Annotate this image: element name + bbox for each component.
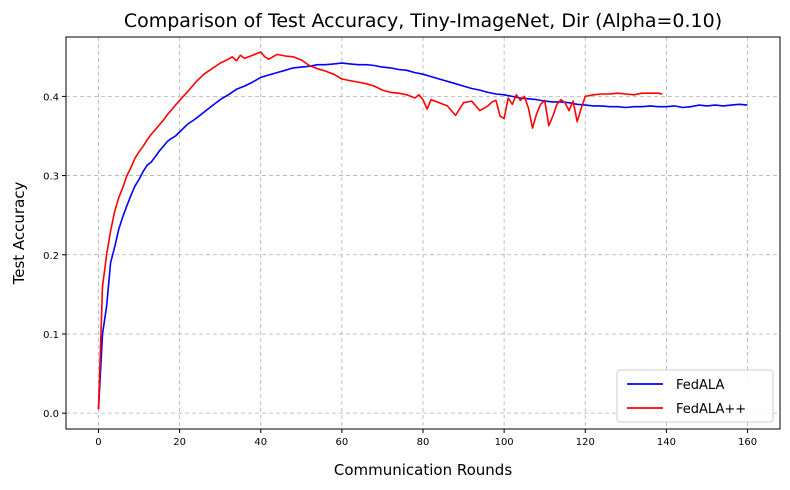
legend-label-fedala-plus-plus: FedALA++: [676, 402, 746, 417]
x-tick-label: 100: [495, 437, 514, 448]
y-axis: 0.0 0.1 0.2 0.3 0.4: [43, 92, 66, 420]
y-tick-label: 0.2: [43, 251, 59, 262]
x-tick-label: 160: [738, 437, 757, 448]
legend: FedALA FedALA++: [616, 369, 774, 423]
series-line-fedala: [97, 62, 748, 410]
y-tick-label: 0.4: [43, 92, 59, 103]
series-line-fedala-plus-plus: [97, 51, 663, 410]
chart-title: Comparison of Test Accuracy, Tiny-ImageN…: [124, 10, 722, 32]
x-tick-label: 80: [417, 437, 430, 448]
x-tick-label: 60: [335, 437, 348, 448]
x-tick-label: 20: [173, 437, 186, 448]
x-tick-label: 0: [95, 437, 101, 448]
legend-label-fedala: FedALA: [676, 378, 724, 393]
x-axis: 0 20 40 60 80 100 120 140 160: [95, 429, 757, 448]
x-tick-label: 120: [576, 437, 595, 448]
grid: [66, 37, 780, 429]
x-tick-label: 140: [657, 437, 676, 448]
x-axis-title: Communication Rounds: [334, 461, 512, 479]
y-tick-label: 0.0: [43, 409, 59, 420]
x-tick-label: 40: [254, 437, 267, 448]
y-tick-label: 0.3: [43, 172, 59, 183]
y-tick-label: 0.1: [43, 330, 59, 341]
series-lines: [97, 51, 748, 410]
y-axis-title: Test Accuracy: [10, 181, 28, 285]
legend-box: [616, 369, 774, 423]
